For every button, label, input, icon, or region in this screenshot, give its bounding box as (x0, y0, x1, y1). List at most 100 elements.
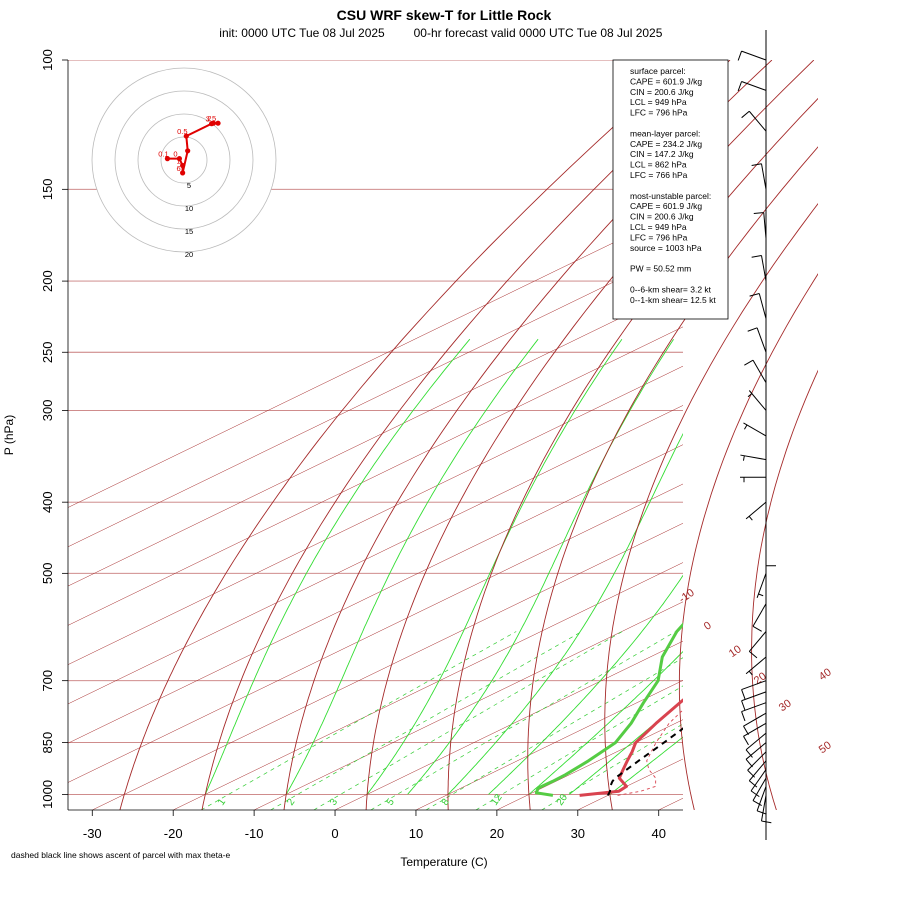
hodograph-ring-label: 20 (185, 250, 193, 259)
mixing-ratio-line-3 (313, 631, 623, 810)
y-tick-label: 1000 (40, 780, 55, 809)
footnote: dashed black line shows ascent of parcel… (11, 850, 231, 860)
dry-adiabat--20 (201, 60, 731, 810)
wind-barb-flag (748, 780, 758, 788)
x-tick-label: 10 (409, 826, 423, 841)
hodograph-point (180, 170, 186, 176)
stats-line: CIN = 147.2 J/kg (630, 149, 694, 159)
wind-barb-half-flag (747, 393, 753, 398)
moist-adiabat-0 (366, 338, 623, 795)
wind-barb (756, 786, 767, 815)
stats-box-frame (612, 59, 729, 320)
wind-barb-flag (741, 711, 746, 722)
wind-barb (745, 501, 767, 521)
wind-barb (749, 293, 767, 319)
wind-barb-staff (745, 732, 767, 751)
mixing-ratio-line-20 (541, 723, 683, 810)
wind-barb-flag (753, 212, 764, 214)
stats-line: PW = 50.52 mm (630, 264, 691, 274)
wind-barb-flag (750, 790, 760, 798)
isotherm--60 (68, 405, 683, 705)
wind-barb-staff (748, 760, 767, 782)
dry-adiabat--10 (283, 60, 773, 810)
wind-barb (741, 702, 767, 722)
isotherm--110 (68, 208, 683, 508)
x-tick-label: -20 (164, 826, 183, 841)
plot-area-extended (119, 60, 818, 810)
stats-line: mean-layer parcel: (630, 128, 700, 138)
dry-adiabat-20 (527, 146, 818, 810)
wind-barb-flag (752, 625, 762, 632)
stats-line: CAPE = 601.9 J/kg (630, 76, 702, 86)
y-tick-label: 150 (40, 178, 55, 200)
wind-barb-half-flag (748, 515, 753, 521)
wind-barb-staff (741, 680, 767, 691)
wind-barb (743, 422, 767, 437)
hodograph-point-label: 6 (177, 164, 181, 173)
mixing-ratio-label: 3 (328, 796, 340, 807)
wind-barb (747, 751, 767, 778)
hodograph-ring-label: 5 (187, 181, 191, 190)
wind-barb-staff (741, 702, 767, 713)
wind-barb-staff (750, 769, 767, 792)
wind-barb-staff (743, 722, 767, 737)
wind-barb (751, 254, 767, 282)
mixing-ratio-label: 1 (216, 796, 228, 807)
wind-barb-staff (756, 327, 767, 353)
sounding-profiles (534, 622, 683, 797)
dry-adiabat-40 (678, 273, 818, 810)
y-tick-label: 100 (40, 49, 55, 71)
wind-barb-staff (747, 751, 767, 771)
isotherm-0 (334, 640, 683, 810)
wind-barb (737, 50, 767, 61)
isotherm--10 (254, 601, 683, 810)
isotherm-label: 10 (727, 643, 744, 660)
wind-barb-staff (741, 50, 767, 61)
moist-adiabat-15 (488, 574, 683, 795)
wind-barb (737, 81, 767, 92)
wind-barb-flag (761, 820, 772, 824)
chart-subtitle-valid: 00-hr forecast valid 0000 UTC Tue 08 Jul… (414, 26, 663, 40)
wind-barb-flag (747, 327, 758, 332)
dry-adiabat-10 (447, 97, 818, 810)
wind-barb-flag (749, 293, 760, 297)
wind-barb-half-flag (758, 593, 764, 597)
hodograph-point (176, 156, 182, 162)
wind-barb-staff (748, 390, 767, 411)
wind-barb-flag (745, 758, 753, 768)
y-tick-label: 400 (40, 491, 55, 513)
hodograph-ring-10 (137, 113, 231, 207)
wind-barb-flag (741, 110, 750, 119)
wind-barb (741, 691, 767, 711)
isotherm--70 (68, 365, 683, 665)
series-dewpoint (534, 622, 683, 797)
wind-barb (752, 777, 767, 807)
wind-barb (747, 327, 767, 353)
mixing-ratio-label: 5 (385, 796, 397, 807)
y-tick-label: 850 (40, 732, 55, 754)
moist-adiabat-30 (609, 736, 683, 795)
isotherm--100 (68, 247, 683, 548)
y-tick-label: 300 (40, 400, 55, 422)
y-tick-label: 250 (40, 341, 55, 363)
wind-barb (751, 163, 767, 190)
stats-line: CAPE = 601.9 J/kg (630, 201, 702, 211)
wind-barb-staff (743, 712, 767, 727)
wind-barbs (737, 30, 776, 840)
wind-barb (753, 212, 767, 239)
stats-line: 0--1-km shear= 12.5 kt (630, 295, 716, 305)
stats-line: LCL = 949 hPa (630, 97, 687, 107)
stats-line: LCL = 949 hPa (630, 222, 687, 232)
wind-barb-staff (745, 656, 767, 675)
isotherm-label: 40 (817, 666, 834, 683)
stats-line: CIN = 200.6 J/kg (630, 87, 694, 97)
isotherm-label: -10 (677, 587, 697, 606)
dry-adiabat-30 (604, 203, 818, 810)
wind-barb-half-flag (744, 424, 748, 430)
hodograph-ring-15 (114, 90, 254, 230)
wind-barb-staff (758, 293, 767, 319)
wind-barb-flag (737, 81, 743, 92)
wind-barb-staff (741, 691, 767, 702)
series-temperature (579, 698, 683, 797)
